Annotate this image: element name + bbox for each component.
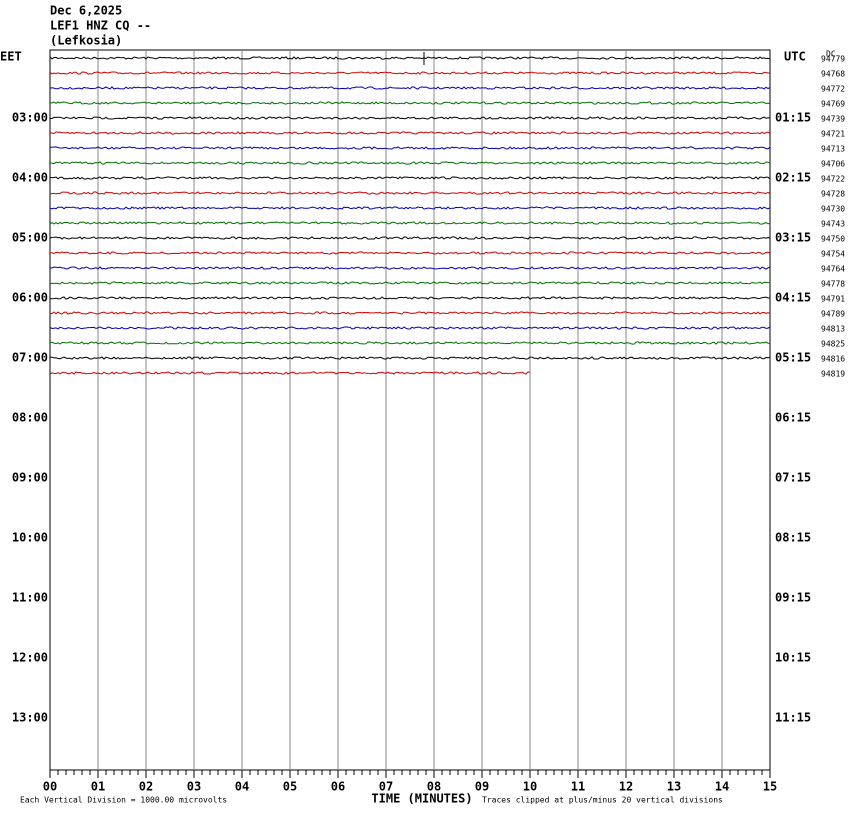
minute-label: 01 xyxy=(91,780,105,794)
dc-offset: 94728 xyxy=(821,190,845,199)
trace xyxy=(49,341,771,345)
dc-offset: 94721 xyxy=(821,130,845,139)
trace xyxy=(49,71,771,75)
dc-offset: 94816 xyxy=(821,355,845,364)
dc-header: DC xyxy=(826,50,836,59)
trace xyxy=(50,116,771,120)
trace xyxy=(49,236,771,240)
minute-label: 04 xyxy=(235,780,249,794)
right-hour-label: 04:15 xyxy=(775,291,811,305)
dc-offset: 94772 xyxy=(821,85,845,94)
trace xyxy=(49,176,771,180)
trace xyxy=(49,221,771,225)
minute-label: 15 xyxy=(763,780,777,794)
trace xyxy=(49,146,771,150)
minute-label: 05 xyxy=(283,780,297,794)
date: Dec 6,2025 xyxy=(50,4,122,18)
right-hour-label: 06:15 xyxy=(775,411,811,425)
x-axis-title: TIME (MINUTES) xyxy=(371,792,472,806)
minute-label: 11 xyxy=(571,780,585,794)
location: (Lefkosia) xyxy=(50,34,122,48)
right-hour-label: 11:15 xyxy=(775,711,811,725)
station: LEF1 HNZ CQ -- xyxy=(50,19,151,33)
right-hour-label: 02:15 xyxy=(775,171,811,185)
minute-label: 09 xyxy=(475,780,489,794)
trace xyxy=(49,266,771,270)
left-hour-label: 13:00 xyxy=(12,711,48,725)
minute-label: 13 xyxy=(667,780,681,794)
dc-offset: 94722 xyxy=(821,175,845,184)
clip-note: Traces clipped at plus/minus 20 vertical… xyxy=(482,796,723,805)
minute-label: 14 xyxy=(715,780,729,794)
trace xyxy=(49,86,771,90)
right-hour-label: 05:15 xyxy=(775,351,811,365)
minute-label: 07 xyxy=(379,780,393,794)
left-hour-label: 10:00 xyxy=(12,531,48,545)
right-timezone: UTC xyxy=(784,50,806,64)
dc-offset: 94768 xyxy=(821,70,845,79)
left-hour-label: 09:00 xyxy=(12,471,48,485)
dc-offset: 94769 xyxy=(821,100,845,109)
trace xyxy=(49,56,771,60)
trace xyxy=(49,206,771,210)
trace xyxy=(49,131,771,135)
right-hour-label: 01:15 xyxy=(775,111,811,125)
trace xyxy=(49,311,771,315)
trace xyxy=(49,371,531,375)
trace xyxy=(49,356,771,360)
minute-label: 02 xyxy=(139,780,153,794)
dc-offset: 94819 xyxy=(821,370,845,379)
plot-frame xyxy=(49,49,771,771)
right-hour-label: 07:15 xyxy=(775,471,811,485)
dc-offset: 94739 xyxy=(821,115,845,124)
left-timezone: EET xyxy=(0,50,22,64)
dc-offset: 94713 xyxy=(821,145,845,154)
trace xyxy=(49,296,770,300)
dc-offset: 94750 xyxy=(821,235,845,244)
minute-label: 10 xyxy=(523,780,537,794)
dc-offset: 94789 xyxy=(821,310,845,319)
left-hour-label: 04:00 xyxy=(12,171,48,185)
left-hour-label: 07:00 xyxy=(12,351,48,365)
scale-note: Each Vertical Division = 1000.00 microvo… xyxy=(20,796,227,805)
left-hour-label: 05:00 xyxy=(12,231,48,245)
trace xyxy=(49,251,771,255)
right-hour-label: 09:15 xyxy=(775,591,811,605)
minute-label: 00 xyxy=(43,780,57,794)
minute-label: 12 xyxy=(619,780,633,794)
dc-offset: 94730 xyxy=(821,205,845,214)
left-hour-label: 12:00 xyxy=(12,651,48,665)
right-hour-label: 03:15 xyxy=(775,231,811,245)
dc-offset: 94791 xyxy=(821,295,845,304)
minute-label: 03 xyxy=(187,780,201,794)
left-hour-label: 08:00 xyxy=(12,411,48,425)
dc-offset: 94754 xyxy=(821,250,845,259)
dc-offset: 94779 xyxy=(821,55,845,64)
right-hour-label: 08:15 xyxy=(775,531,811,545)
trace xyxy=(49,281,771,285)
right-hour-label: 10:15 xyxy=(775,651,811,665)
minute-label: 06 xyxy=(331,780,345,794)
trace xyxy=(49,326,771,330)
left-hour-label: 03:00 xyxy=(12,111,48,125)
dc-offset: 94743 xyxy=(821,220,845,229)
dc-offset: 94825 xyxy=(821,340,845,349)
minute-label: 08 xyxy=(427,780,441,794)
dc-offset: 94778 xyxy=(821,280,845,289)
trace xyxy=(49,101,771,105)
dc-offset: 94764 xyxy=(821,265,845,274)
left-hour-label: 06:00 xyxy=(12,291,48,305)
left-hour-label: 11:00 xyxy=(12,591,48,605)
dc-offset: 94813 xyxy=(821,325,845,334)
dc-offset: 94706 xyxy=(821,160,845,169)
trace xyxy=(49,161,771,165)
trace xyxy=(49,191,771,195)
